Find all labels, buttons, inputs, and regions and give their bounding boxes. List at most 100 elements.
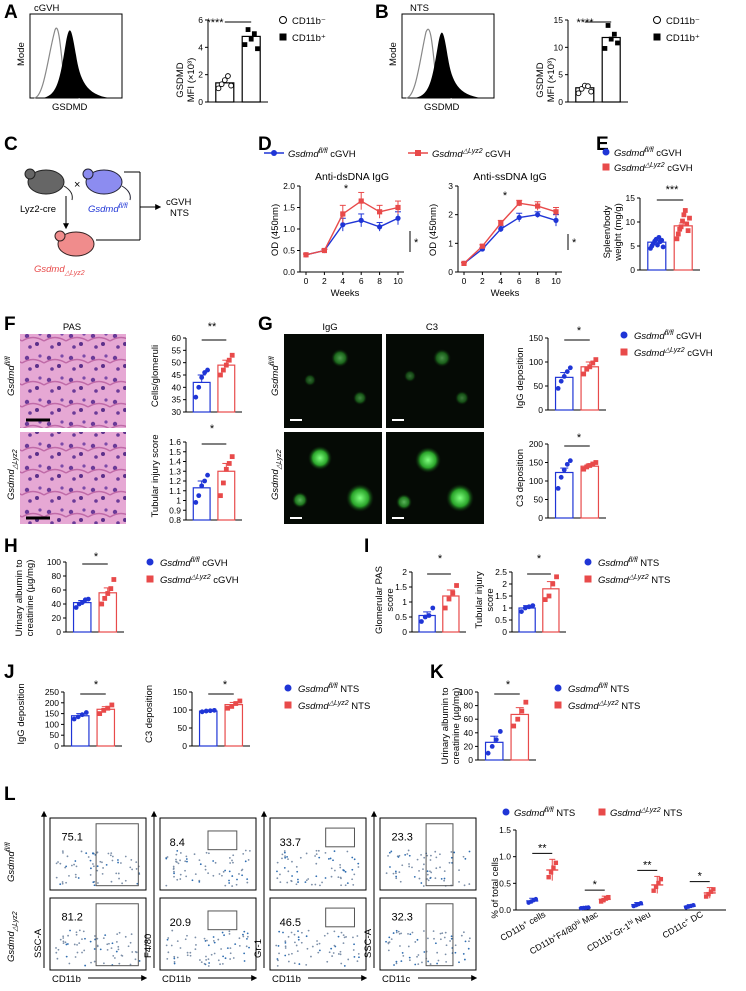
panel-l-legend-flfl: Gsdmdfl/fl NTS [514, 807, 575, 819]
gate-percentage: 32.3 [392, 911, 413, 923]
panel-l-flow-plots: 75.1 81.2 CD11b SSC-A 8.4 20.9 CD11b F4/80 33.7 4… [33, 810, 478, 985]
flow-dot [246, 878, 249, 881]
y-tick-label: 2 [502, 579, 507, 589]
panel-d1-ylabel: OD (450nm) [270, 204, 281, 256]
flow-dot [165, 857, 168, 860]
y-tick-label: 0.0 [283, 267, 295, 277]
flow-dot [319, 884, 321, 887]
data-point [199, 375, 205, 380]
y-tick-label: 1.4 [169, 457, 181, 467]
panel-b-legend-pos: CD11b⁺ [666, 33, 700, 44]
flow-dot [61, 881, 64, 883]
data-point [242, 42, 248, 47]
flow-dot [213, 952, 216, 955]
flow-dot [106, 943, 109, 946]
flow-dot [337, 953, 340, 955]
panel-k-legend: Gsdmdfl/fl NTS Gsdmd△Lyz2 NTS [554, 683, 640, 712]
data-point [479, 243, 485, 249]
flow-y-label: SSC-A [363, 928, 374, 958]
panel-j-legend-flfl: Gsdmdfl/fl NTS [298, 683, 359, 695]
panel-a-ylabel-1: GSDMD [175, 62, 186, 98]
series-line [463, 213, 557, 264]
panel-b-legend: CD11b⁻ CD11b⁺ [653, 16, 700, 44]
y-tick-label: 1.5 [499, 825, 511, 835]
flow-dot [55, 951, 58, 954]
flow-dot [434, 877, 437, 880]
y-tick-label: 2 [198, 70, 203, 80]
flow-dot [184, 869, 186, 872]
flow-dot [426, 854, 429, 857]
flow-dot [93, 960, 96, 963]
data-point [522, 605, 528, 611]
flow-dot [291, 860, 293, 863]
flow-dot [69, 929, 71, 932]
y-tick-label: 3 [448, 181, 453, 191]
flow-dot [235, 883, 238, 886]
y-tick-label: 200 [529, 439, 543, 449]
data-point [555, 486, 561, 491]
data-point [516, 200, 522, 206]
flow-dot [65, 881, 68, 884]
flow-dot [173, 872, 175, 875]
flow-dot [333, 930, 336, 933]
flow-dot [395, 960, 398, 963]
data-point [567, 365, 573, 371]
panel-l-legend: Gsdmdfl/fl NTS Gsdmd△Lyz2 NTS [502, 807, 682, 819]
mouse-gsdmd-lyz2-label: Gsdmd△Lyz2 [34, 264, 85, 277]
flow-dot [318, 949, 321, 952]
flow-dot [205, 955, 207, 958]
flow-dot [62, 935, 65, 938]
y-tick-label: 1.5 [495, 591, 507, 601]
category-label-part: + [683, 917, 690, 925]
flow-dot [75, 931, 78, 934]
flow-gate [95, 903, 139, 967]
flow-dot [450, 856, 453, 859]
flow-dot [439, 853, 441, 856]
flow-dot [175, 853, 178, 856]
flow-dot [443, 877, 446, 880]
data-point [586, 905, 591, 910]
flow-dot [400, 960, 403, 962]
flow-dot [393, 964, 395, 966]
flow-dot [318, 942, 321, 945]
y-tick-label: 0.9 [169, 505, 181, 515]
gate-percentage: 33.7 [280, 837, 301, 849]
flow-dot [101, 861, 103, 864]
flow-dot [427, 960, 430, 963]
y-tick-label: 2 [448, 210, 453, 220]
flow-dot [407, 849, 410, 852]
flow-dot [59, 938, 62, 941]
y-tick-label: 15 [626, 193, 636, 203]
flow-dot [184, 860, 187, 863]
data-point [519, 609, 524, 614]
y-tick-label: 1.5 [283, 203, 295, 213]
flow-dot [290, 931, 293, 934]
panel-b-gsdmd-label: GSDMD [424, 102, 460, 113]
data-point [615, 40, 620, 46]
flow-dot [385, 872, 388, 875]
significance-label: * [698, 871, 703, 883]
flow-dot [332, 859, 334, 862]
flow-dot [398, 932, 401, 935]
gate-percentage: 23.3 [392, 831, 413, 843]
panel-i1-ylabel-2: score [385, 588, 396, 611]
flow-dot [238, 937, 241, 940]
mouse-cross-symbol: × [74, 179, 80, 191]
panel-f-pas-title: PAS [63, 322, 81, 333]
flow-dot [127, 945, 130, 948]
flow-dot [65, 865, 68, 868]
flow-dot [194, 936, 197, 939]
flow-dot [80, 850, 83, 853]
y-tick-label: 2 [402, 567, 407, 577]
flow-dot [212, 940, 215, 942]
panel-i-glomerular-chart: 0 0.5 1 1.5 2 [395, 567, 466, 637]
flow-dot [434, 942, 437, 945]
flow-dot [462, 931, 465, 934]
flow-dot [421, 961, 423, 964]
flow-dot [436, 962, 438, 965]
data-point [526, 604, 532, 610]
flow-dot [353, 956, 356, 958]
flow-dot [450, 937, 453, 940]
flow-dot [443, 879, 446, 882]
flow-dot [287, 870, 290, 873]
